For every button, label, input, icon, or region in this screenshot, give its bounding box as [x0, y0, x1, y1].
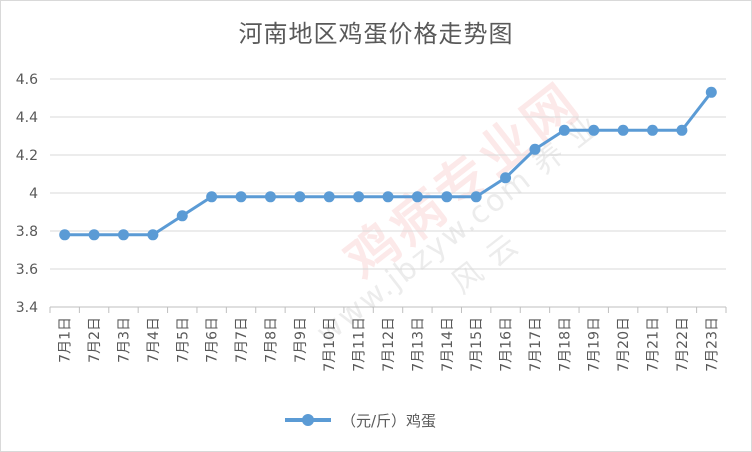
x-tick-label: 7月22日 [675, 317, 691, 372]
data-point [353, 191, 365, 203]
gridlines [50, 78, 726, 270]
x-tick-label: 7月6日 [205, 317, 221, 363]
x-tick-label: 7月10日 [322, 317, 338, 372]
data-point [705, 86, 717, 98]
x-tick-label: 7月4日 [146, 317, 162, 363]
x-tick-label: 7月3日 [116, 317, 132, 363]
x-tick-label: 7月18日 [557, 317, 573, 372]
data-point [147, 229, 159, 241]
legend-swatch [285, 410, 331, 430]
y-axis-ticks: 4.6 4.4 4.2 4 3.8 3.6 3.4 [16, 72, 38, 316]
legend: （元/斤）鸡蛋 [285, 408, 436, 432]
x-tick-label: 7月17日 [528, 317, 544, 372]
data-point [588, 124, 600, 136]
y-tick-label: 4.4 [16, 110, 38, 126]
x-tick-label: 7月12日 [381, 317, 397, 372]
y-tick-label: 4 [29, 186, 38, 202]
x-axis [49, 306, 727, 313]
data-point [500, 172, 512, 184]
legend-marker-icon [302, 414, 314, 426]
series-group [59, 86, 717, 241]
data-point [176, 210, 188, 222]
data-point [264, 191, 276, 203]
x-tick-label: 7月2日 [87, 317, 103, 363]
x-tick-label: 7月15日 [469, 317, 485, 372]
data-point [470, 191, 482, 203]
data-point [382, 191, 394, 203]
data-point [441, 191, 453, 203]
x-tick-label: 7月1日 [58, 317, 74, 363]
x-tick-label: 7月21日 [646, 317, 662, 372]
x-tick-label: 7月5日 [175, 317, 191, 363]
y-tick-label: 3.4 [16, 300, 38, 316]
x-tick-label: 7月23日 [704, 317, 720, 372]
series-line [64, 91, 713, 237]
data-point [59, 229, 71, 241]
y-tick-label: 3.8 [16, 224, 38, 240]
data-point [235, 191, 247, 203]
y-tick-label: 4.6 [16, 72, 38, 88]
data-point [529, 143, 541, 155]
data-point [617, 124, 629, 136]
x-tick-label: 7月7日 [234, 317, 250, 363]
x-tick-label: 7月13日 [410, 317, 426, 372]
data-point [676, 124, 688, 136]
data-point [558, 124, 570, 136]
data-point [294, 191, 306, 203]
x-tick-label: 7月16日 [499, 317, 515, 372]
legend-label: （元/斤）鸡蛋 [341, 411, 437, 430]
data-point [647, 124, 659, 136]
y-tick-label: 3.6 [16, 262, 38, 278]
x-tick-label: 7月8日 [263, 317, 279, 363]
x-tick-label: 7月14日 [440, 317, 456, 372]
x-tick-label: 7月19日 [587, 317, 603, 372]
x-tick-label: 7月11日 [352, 317, 368, 372]
x-axis-ticks: 7月1日 7月2日 7月3日 7月4日 7月5日 7月6日 7月7日 7月8日 7月9日 7月10… [58, 317, 721, 372]
data-point [206, 191, 218, 203]
y-tick-label: 4.2 [16, 148, 38, 164]
data-point [88, 229, 100, 241]
data-point [411, 191, 423, 203]
chart-title: 河南地区鸡蛋价格走势图 [238, 20, 514, 48]
data-point [117, 229, 129, 241]
x-tick-label: 7月20日 [616, 317, 632, 372]
x-tick-label: 7月9日 [293, 317, 309, 363]
data-point [323, 191, 335, 203]
